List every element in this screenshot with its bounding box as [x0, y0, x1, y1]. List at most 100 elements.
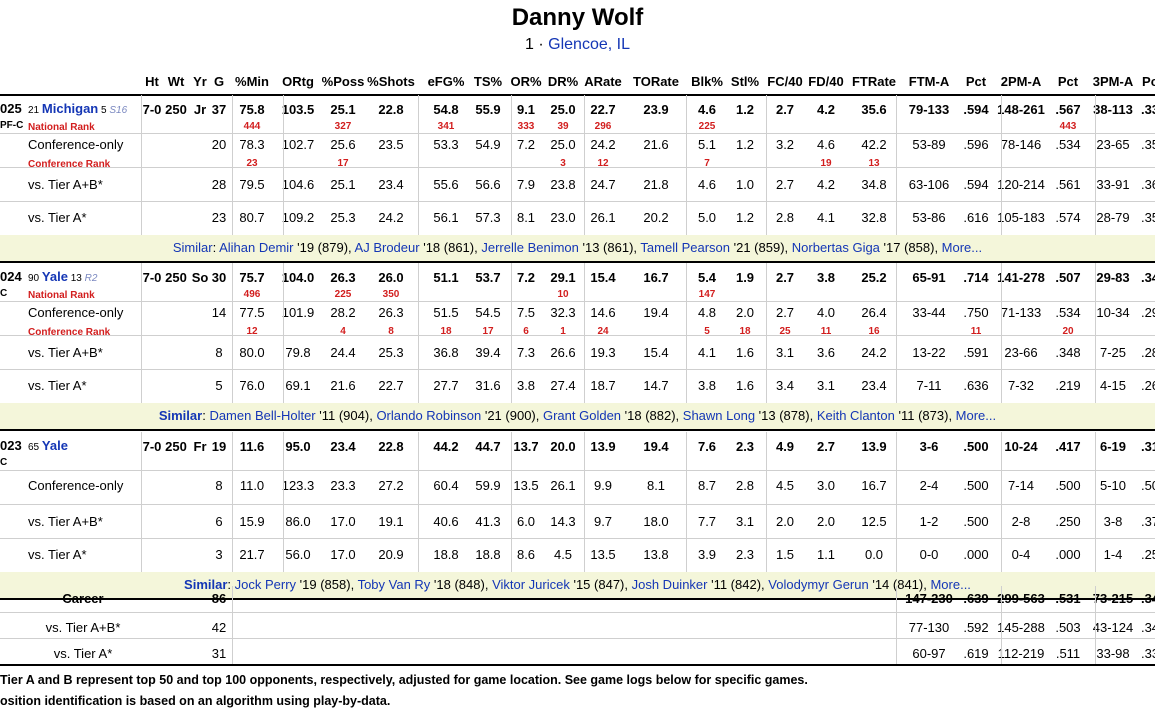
- split-value: 23-66: [1004, 345, 1038, 360]
- similar-player-score: '18 (861): [419, 240, 475, 255]
- row-divider: [0, 612, 1155, 613]
- similar-player-link[interactable]: Jock Perry: [234, 577, 297, 592]
- similar-player-link[interactable]: AJ Brodeur: [354, 240, 420, 255]
- stat-value: 2.7: [775, 270, 795, 285]
- stat-value: 7.6: [697, 439, 717, 454]
- stat-value: 44.2: [433, 439, 459, 454]
- split-value: 78-146: [1000, 137, 1042, 152]
- similar-player-link[interactable]: Tamell Pearson: [640, 240, 731, 255]
- similar-player-score: '19 (879): [293, 240, 349, 255]
- stat-value: 9.1: [516, 102, 536, 117]
- split-value: .500: [963, 478, 989, 493]
- similar-player-link[interactable]: Viktor Juricek: [492, 577, 570, 592]
- stat-value: 23.4: [330, 439, 356, 454]
- career-3p-pct: .34: [1140, 620, 1155, 635]
- row-divider: [0, 369, 1155, 370]
- player-name: Danny Wolf: [511, 4, 644, 31]
- similar-player-link[interactable]: Norbertas Giga: [791, 240, 880, 255]
- column-header: Yr: [193, 74, 207, 89]
- similar-player-link[interactable]: Toby Van Ry: [357, 577, 431, 592]
- stat-value: 5.4: [697, 270, 717, 285]
- split-value: 1-4: [1103, 547, 1123, 562]
- split-value: 55.6: [433, 177, 459, 192]
- stat-value: 6-19: [1099, 439, 1127, 454]
- split-value: 4.6: [816, 137, 836, 152]
- similar-player-link[interactable]: Orlando Robinson: [376, 408, 482, 423]
- split-value: 34.8: [861, 177, 887, 192]
- column-divider: [283, 263, 284, 403]
- split-value: 1.0: [735, 177, 755, 192]
- column-divider: [418, 263, 419, 403]
- split-value: .26: [1140, 378, 1155, 393]
- team-link[interactable]: Yale: [41, 269, 68, 284]
- similar-player-link[interactable]: Jerrelle Benimon: [481, 240, 579, 255]
- career-label: Career: [62, 591, 104, 606]
- split-value: .500: [963, 514, 989, 529]
- split-value: 7.2: [516, 137, 536, 152]
- split-value: 3.8: [516, 378, 536, 393]
- team-link[interactable]: Yale: [41, 438, 68, 453]
- season-year: 023: [0, 438, 22, 453]
- similar-more-link[interactable]: More...: [941, 240, 983, 255]
- team-rank: 90: [28, 273, 42, 284]
- split-value: 13.8: [643, 547, 669, 562]
- column-header: 3PM-A: [1092, 74, 1134, 89]
- national-rank: 39: [557, 121, 569, 132]
- career-label: vs. Tier A*: [53, 646, 113, 661]
- team-link[interactable]: Michigan: [41, 101, 99, 116]
- split-value: 21.6: [330, 378, 356, 393]
- tournament-seed: 5: [98, 105, 110, 116]
- similar-player-link[interactable]: Damen Bell-Holter: [209, 408, 316, 423]
- split-value: 3.6: [816, 345, 836, 360]
- career-ft: 60-97: [912, 646, 946, 661]
- split-value: 54.9: [475, 137, 501, 152]
- similar-player-link[interactable]: Josh Duinker: [631, 577, 708, 592]
- split-value: .28: [1140, 345, 1155, 360]
- column-divider: [418, 95, 419, 235]
- career-3p: 73-215: [1092, 591, 1134, 606]
- split-value: 28.2: [330, 305, 356, 320]
- column-divider: [896, 263, 897, 403]
- split-value: 8.1: [646, 478, 666, 493]
- similar-player-link[interactable]: Alihan Demir: [219, 240, 294, 255]
- stat-value: .567: [1055, 102, 1081, 117]
- stat-value: 29-83: [1096, 270, 1130, 285]
- split-value: 23.4: [861, 378, 887, 393]
- split-value: 0.0: [864, 547, 884, 562]
- stat-value: 103.5: [281, 102, 315, 117]
- split-value: 109.2: [281, 210, 315, 225]
- split-value: 19.4: [643, 305, 669, 320]
- split-value: .561: [1055, 177, 1081, 192]
- similar-player-link[interactable]: Grant Golden: [542, 408, 622, 423]
- stat-value: .34: [1140, 270, 1155, 285]
- column-divider: [1095, 432, 1096, 572]
- conference-rank: 3: [560, 158, 566, 169]
- similar-more-link[interactable]: More...: [930, 577, 971, 592]
- hometown-link[interactable]: Glencoe, IL: [548, 36, 630, 53]
- column-header: Ht: [145, 74, 159, 89]
- column-header: DR%: [547, 74, 579, 89]
- split-value: 4.0: [816, 305, 836, 320]
- column-divider: [686, 263, 687, 403]
- split-value: 3: [215, 547, 223, 562]
- stat-value: 22.8: [378, 102, 404, 117]
- split-value: 14.7: [643, 378, 669, 393]
- national-rank-label: National Rank: [28, 122, 95, 133]
- column-header: FD/40: [808, 74, 844, 89]
- similar-player-link[interactable]: Volodymyr Gerun: [768, 577, 869, 592]
- split-value: .000: [963, 547, 989, 562]
- column-divider: [232, 432, 233, 572]
- split-value: 27.7: [433, 378, 459, 393]
- split-value: 41.3: [475, 514, 501, 529]
- stat-value: So: [191, 270, 209, 285]
- similar-player-link[interactable]: Keith Clanton: [816, 408, 895, 423]
- similar-more-link[interactable]: More...: [955, 408, 997, 423]
- stat-value: .507: [1055, 270, 1081, 285]
- similar-player-link[interactable]: Shawn Long: [682, 408, 756, 423]
- split-value: 16.7: [861, 478, 887, 493]
- split-value: 8.7: [697, 478, 717, 493]
- split-value: 3.0: [816, 478, 836, 493]
- stat-value: 23.9: [643, 102, 669, 117]
- career-ft: 147-230: [905, 591, 953, 606]
- position: C: [0, 288, 8, 299]
